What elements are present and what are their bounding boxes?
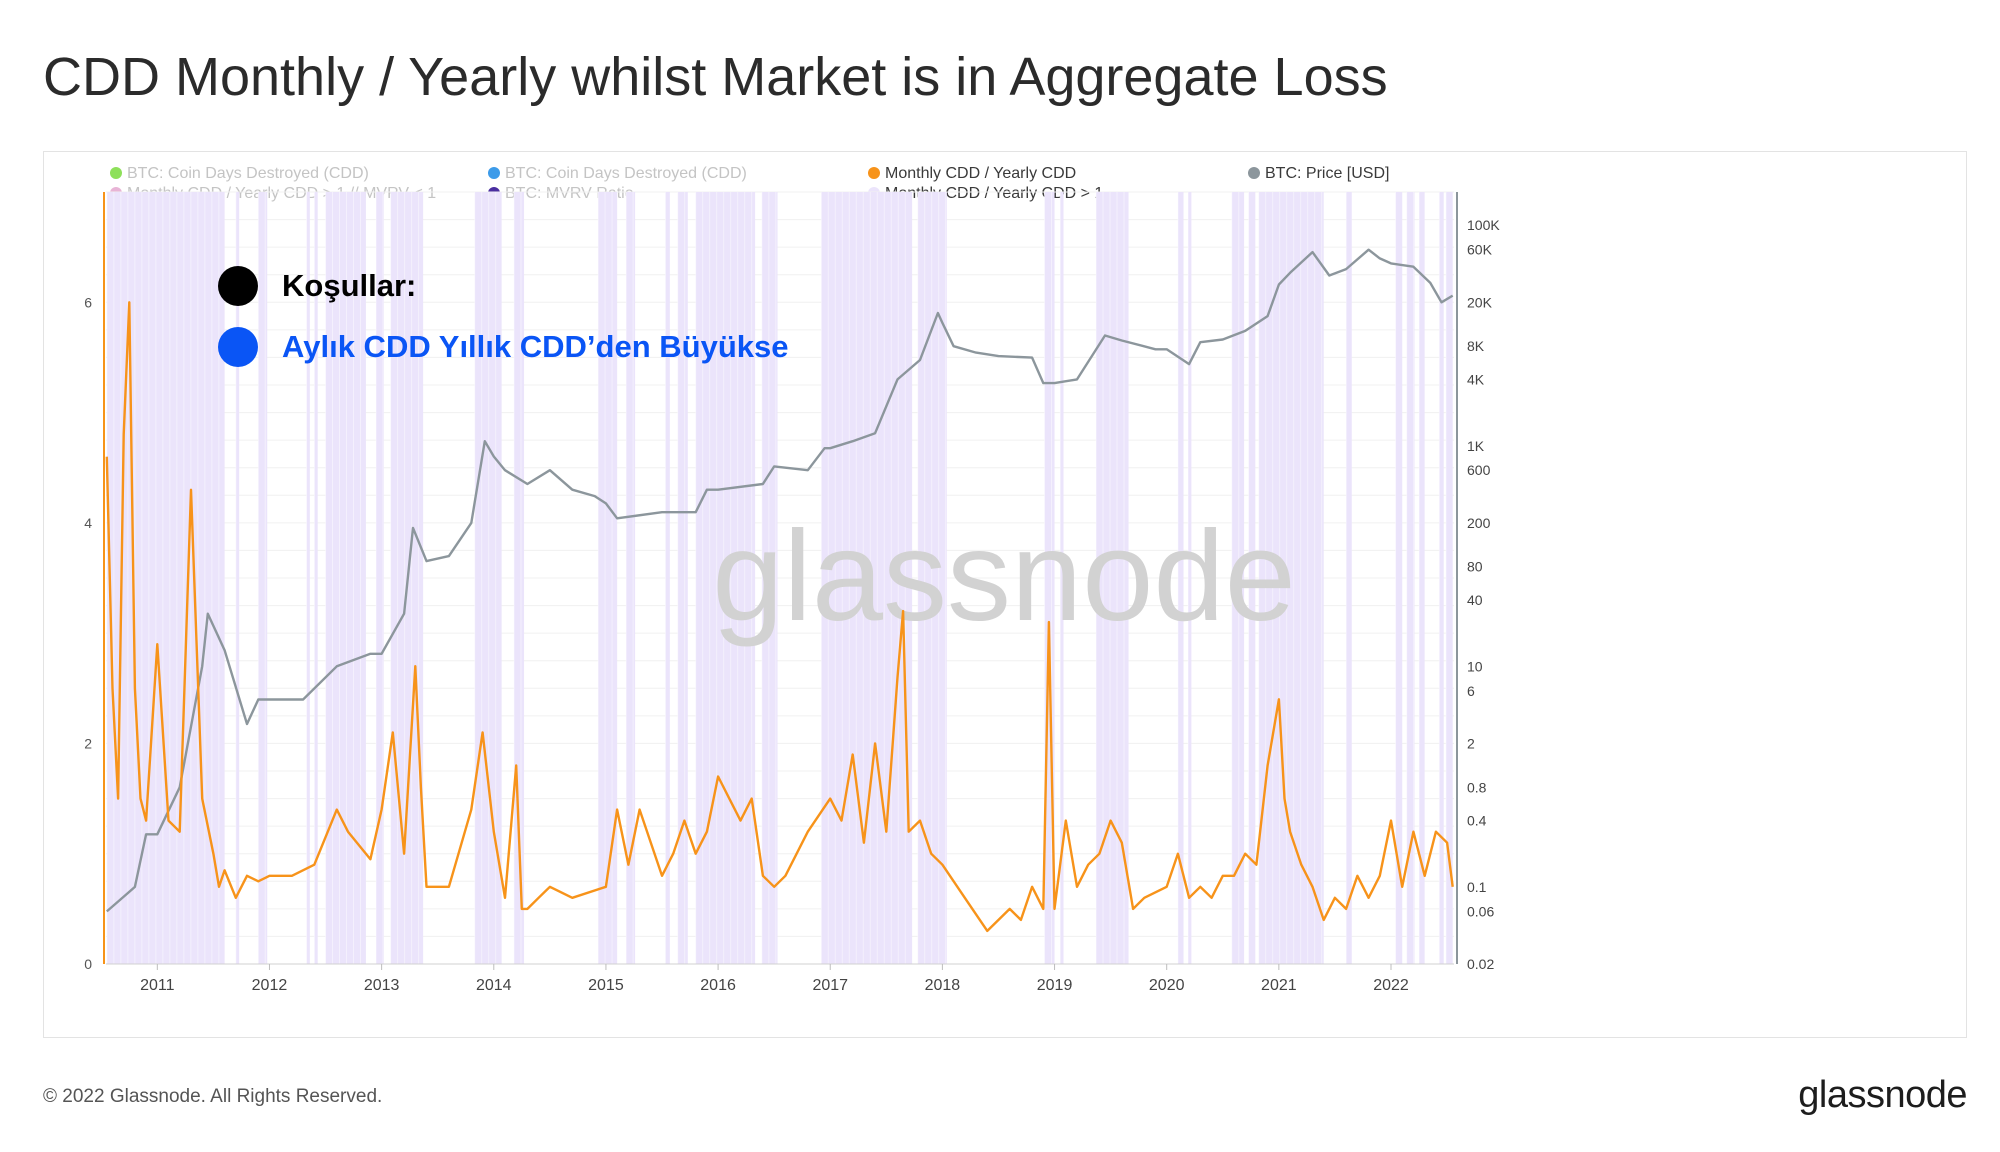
x-tick-label: 2014	[476, 977, 512, 994]
y-left-tick-label: 0	[84, 956, 92, 972]
loss-band	[1419, 192, 1425, 964]
y-right-tick-label: 10	[1467, 658, 1483, 674]
legend-swatch	[868, 167, 880, 179]
y-right-tick-label: 100K	[1467, 217, 1500, 233]
price-layer	[106, 248, 1454, 913]
y-right-tick-label: 4K	[1467, 371, 1485, 387]
y-left-tick-label: 4	[84, 515, 92, 531]
loss-band	[626, 192, 636, 964]
ratio-line	[105, 301, 1454, 933]
bands-layer	[106, 192, 1453, 964]
legend-label: Monthly CDD / Yearly CDD	[885, 165, 1076, 182]
annotations: Koşullar: Aylık CDD Yıllık CDD’den Büyüks…	[218, 266, 788, 367]
legend-swatch	[1248, 167, 1260, 179]
x-tick-label: 2018	[925, 977, 961, 994]
x-tick-label: 2017	[812, 977, 848, 994]
legend-swatch	[110, 167, 122, 179]
legend-label: BTC: Coin Days Destroyed (CDD)	[505, 165, 747, 182]
legend-item[interactable]: Monthly CDD / Yearly CDD	[868, 165, 1076, 182]
x-tick-label: 2021	[1261, 977, 1297, 994]
y-left-tick-label: 6	[84, 294, 92, 310]
footer-logo: glassnode	[1798, 1074, 1967, 1116]
y-right-tick-label: 0.02	[1467, 956, 1494, 972]
y-right-tick-label: 80	[1467, 559, 1483, 575]
loss-band	[1445, 192, 1453, 964]
x-tick-label: 2019	[1037, 977, 1073, 994]
loss-band	[1044, 192, 1055, 964]
loss-band	[1060, 192, 1064, 964]
loss-band	[1096, 192, 1129, 964]
y-right-tick-label: 6	[1467, 683, 1475, 699]
legend-item[interactable]: BTC: Coin Days Destroyed (CDD)	[110, 165, 369, 182]
loss-band	[1346, 192, 1352, 964]
chart-panel: BTC: Coin Days Destroyed (CDD) Monthly CD…	[43, 151, 1967, 1038]
loss-band	[474, 192, 502, 964]
loss-band	[1439, 192, 1444, 964]
loss-band	[598, 192, 618, 964]
y-right-tick-label: 0.1	[1467, 879, 1487, 895]
legend-swatch	[488, 167, 500, 179]
loss-band	[677, 192, 688, 964]
copyright: © 2022 Glassnode. All Rights Reserved.	[43, 1086, 383, 1107]
loss-band	[1231, 192, 1245, 964]
loss-band	[258, 192, 268, 964]
loss-band	[1248, 192, 1256, 964]
loss-band	[1188, 192, 1192, 964]
annotation: Aylık CDD Yıllık CDD’den Büyükse	[218, 327, 788, 367]
loss-band	[513, 192, 525, 964]
annotation: Koşullar:	[218, 266, 416, 306]
price-line	[106, 248, 1454, 913]
annotation-dot	[218, 327, 258, 367]
y-right-tick-label: 1K	[1467, 438, 1485, 454]
loss-band	[821, 192, 913, 964]
y-right-tick-label: 2	[1467, 735, 1475, 751]
y-right-tick-label: 20K	[1467, 294, 1493, 310]
y-right-tick-label: 600	[1467, 462, 1491, 478]
legend-item[interactable]: BTC: Price [USD]	[1248, 165, 1389, 182]
x-tick-label: 2022	[1373, 977, 1409, 994]
axes: 2011 2012 2013 2014 2015 2016 2017 2018 2019 2020…	[84, 192, 1500, 994]
loss-band	[376, 192, 384, 964]
y-right-tick-label: 200	[1467, 515, 1491, 531]
y-right-tick-label: 0.8	[1467, 779, 1487, 795]
x-tick-label: 2016	[700, 977, 736, 994]
chart: BTC: Coin Days Destroyed (CDD) Monthly CD…	[84, 165, 1500, 994]
legend: BTC: Coin Days Destroyed (CDD) Monthly CD…	[110, 165, 1389, 202]
x-tick-label: 2020	[1149, 977, 1185, 994]
x-tick-label: 2015	[588, 977, 624, 994]
watermark: glassnode	[712, 505, 1296, 648]
y-right-tick-label: 60K	[1467, 242, 1493, 258]
annotation-text: Koşullar:	[282, 268, 416, 303]
legend-item[interactable]: BTC: Coin Days Destroyed (CDD)	[488, 165, 747, 182]
loss-band	[325, 192, 366, 964]
y-left-tick-label: 2	[84, 735, 92, 751]
x-tick-label: 2012	[252, 977, 288, 994]
ratio-layer	[105, 301, 1454, 933]
loss-band	[235, 192, 240, 964]
y-right-tick-label: 0.06	[1467, 903, 1494, 919]
annotation-dot	[218, 266, 258, 306]
loss-band	[314, 192, 318, 964]
loss-band	[665, 192, 670, 964]
legend-label: BTC: Coin Days Destroyed (CDD)	[127, 165, 369, 182]
loss-band	[1406, 192, 1415, 964]
annotation-text: Aylık CDD Yıllık CDD’den Büyükse	[282, 329, 788, 364]
y-right-tick-label: 0.4	[1467, 813, 1487, 829]
legend-label: BTC: Price [USD]	[1265, 165, 1389, 182]
y-right-tick-label: 40	[1467, 592, 1483, 608]
x-tick-label: 2013	[364, 977, 400, 994]
y-right-tick-label: 8K	[1467, 338, 1485, 354]
x-tick-label: 2011	[140, 977, 175, 994]
page-title: CDD Monthly / Yearly whilst Market is in…	[43, 47, 1388, 107]
loss-band	[761, 192, 778, 964]
loss-band	[306, 192, 310, 964]
loss-band	[1177, 192, 1184, 964]
loss-band	[106, 192, 225, 964]
loss-band	[1395, 192, 1403, 964]
